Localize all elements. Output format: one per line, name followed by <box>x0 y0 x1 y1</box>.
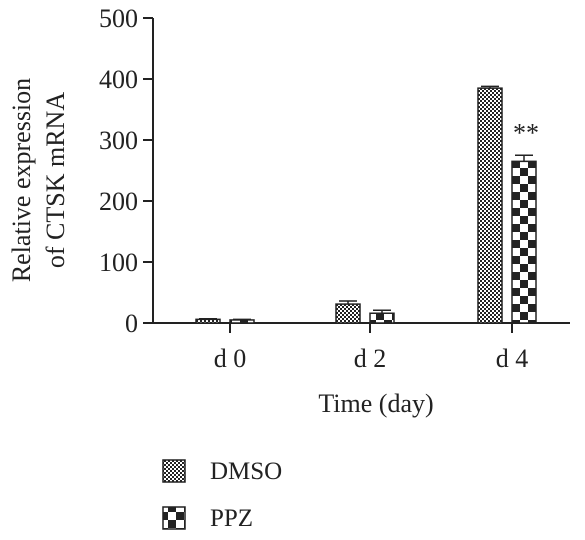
x-ticks: d 0 d 2 d 4 <box>214 323 529 373</box>
y-tick-label: 500 <box>99 4 138 33</box>
x-tick-label: d 4 <box>496 344 529 373</box>
y-axis-title-line-2: of CTSK mRNA <box>41 92 70 268</box>
legend-label-ppz: PPZ <box>210 505 253 532</box>
bars: ** <box>195 85 539 324</box>
bar-ppz-d0 <box>229 319 255 324</box>
x-axis-title: Time (day) <box>318 389 433 418</box>
y-tick-label: 0 <box>125 309 138 338</box>
y-tick-label: 400 <box>99 65 138 94</box>
y-ticks: 0 100 200 300 400 500 <box>99 4 153 338</box>
x-tick-label: d 0 <box>214 344 247 373</box>
legend: DMSO PPZ <box>162 458 282 532</box>
legend-swatch-dmso <box>162 459 186 483</box>
y-tick-label: 300 <box>99 126 138 155</box>
legend-label-dmso: DMSO <box>210 458 282 485</box>
bar-dmso-d4 <box>477 87 503 324</box>
bar-ppz-d2 <box>369 312 395 324</box>
y-tick-label: 100 <box>99 248 138 277</box>
bar-dmso-d2 <box>335 303 361 324</box>
bar-dmso-d0 <box>195 318 221 324</box>
y-tick-label: 200 <box>99 187 138 216</box>
x-tick-label: d 2 <box>354 344 387 373</box>
y-axis-title-line-1: Relative expression <box>7 78 36 282</box>
bar-ppz-d4 <box>511 160 537 324</box>
significance-label: ** <box>513 118 539 147</box>
y-axis-title: Relative expression of CTSK mRNA <box>7 78 70 282</box>
legend-swatch-ppz <box>162 506 186 530</box>
